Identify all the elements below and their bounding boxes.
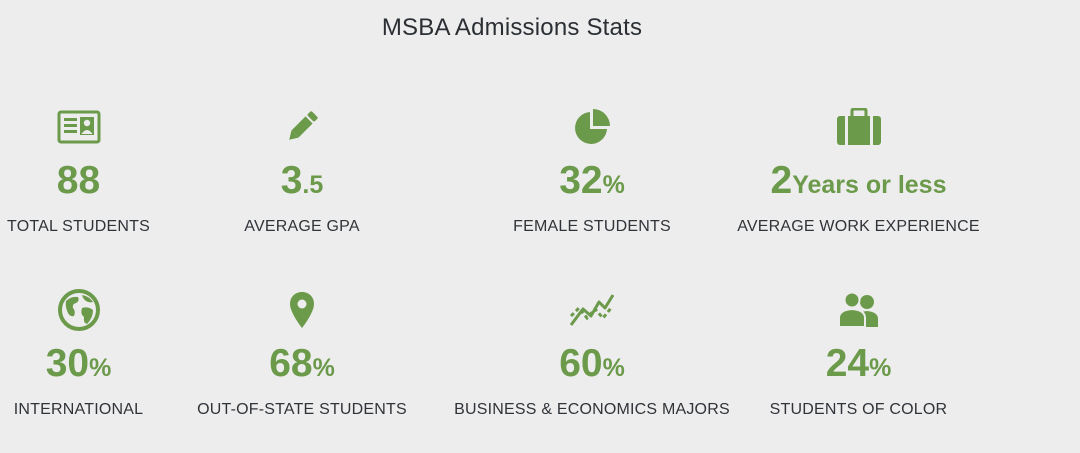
stat-value: 32% [559,159,625,202]
globe-icon [0,288,157,332]
map-pin-icon [157,288,447,332]
stat-business-economics: 60% BUSINESS & ECONOMICS MAJORS [447,288,737,428]
stat-value: 68% [269,342,335,385]
pencil-icon [157,105,447,149]
briefcase-icon [737,105,980,149]
stat-label: FEMALE STUDENTS [513,218,671,235]
stat-value: 24% [825,342,892,385]
page-title: MSBA Admissions Stats [381,14,643,41]
trend-chart-icon [447,288,737,332]
stats-grid: 88 TOTAL STUDENTS 3.5 AVERAGE GPA 32% FE… [0,105,1080,428]
stat-value: 88 [56,159,101,202]
stat-work-experience: 2Years or less AVERAGE WORK EXPERIENCE [737,105,980,245]
stat-value: 3.5 [280,159,324,202]
pie-chart-icon [447,105,737,149]
id-card-icon [0,105,157,149]
stat-international: 30% INTERNATIONAL [0,288,157,428]
stat-label: BUSINESS & ECONOMICS MAJORS [454,401,730,418]
stat-female-students: 32% FEMALE STUDENTS [447,105,737,245]
people-icon [737,288,980,332]
stat-label: INTERNATIONAL [13,401,144,418]
stat-out-of-state: 68% OUT-OF-STATE STUDENTS [157,288,447,428]
stat-label: AVERAGE GPA [244,218,360,235]
stat-students-of-color: 24% STUDENTS OF COLOR [737,288,980,428]
stat-label: OUT-OF-STATE STUDENTS [197,401,407,418]
stat-average-gpa: 3.5 AVERAGE GPA [157,105,447,245]
stat-label: AVERAGE WORK EXPERIENCE [737,218,980,235]
stat-value: 2Years or less [770,159,947,202]
stat-value: 60% [559,342,625,385]
stat-value: 30% [45,342,112,385]
stat-label: TOTAL STUDENTS [7,218,150,235]
stat-total-students: 88 TOTAL STUDENTS [0,105,157,245]
stat-label: STUDENTS OF COLOR [769,401,948,418]
